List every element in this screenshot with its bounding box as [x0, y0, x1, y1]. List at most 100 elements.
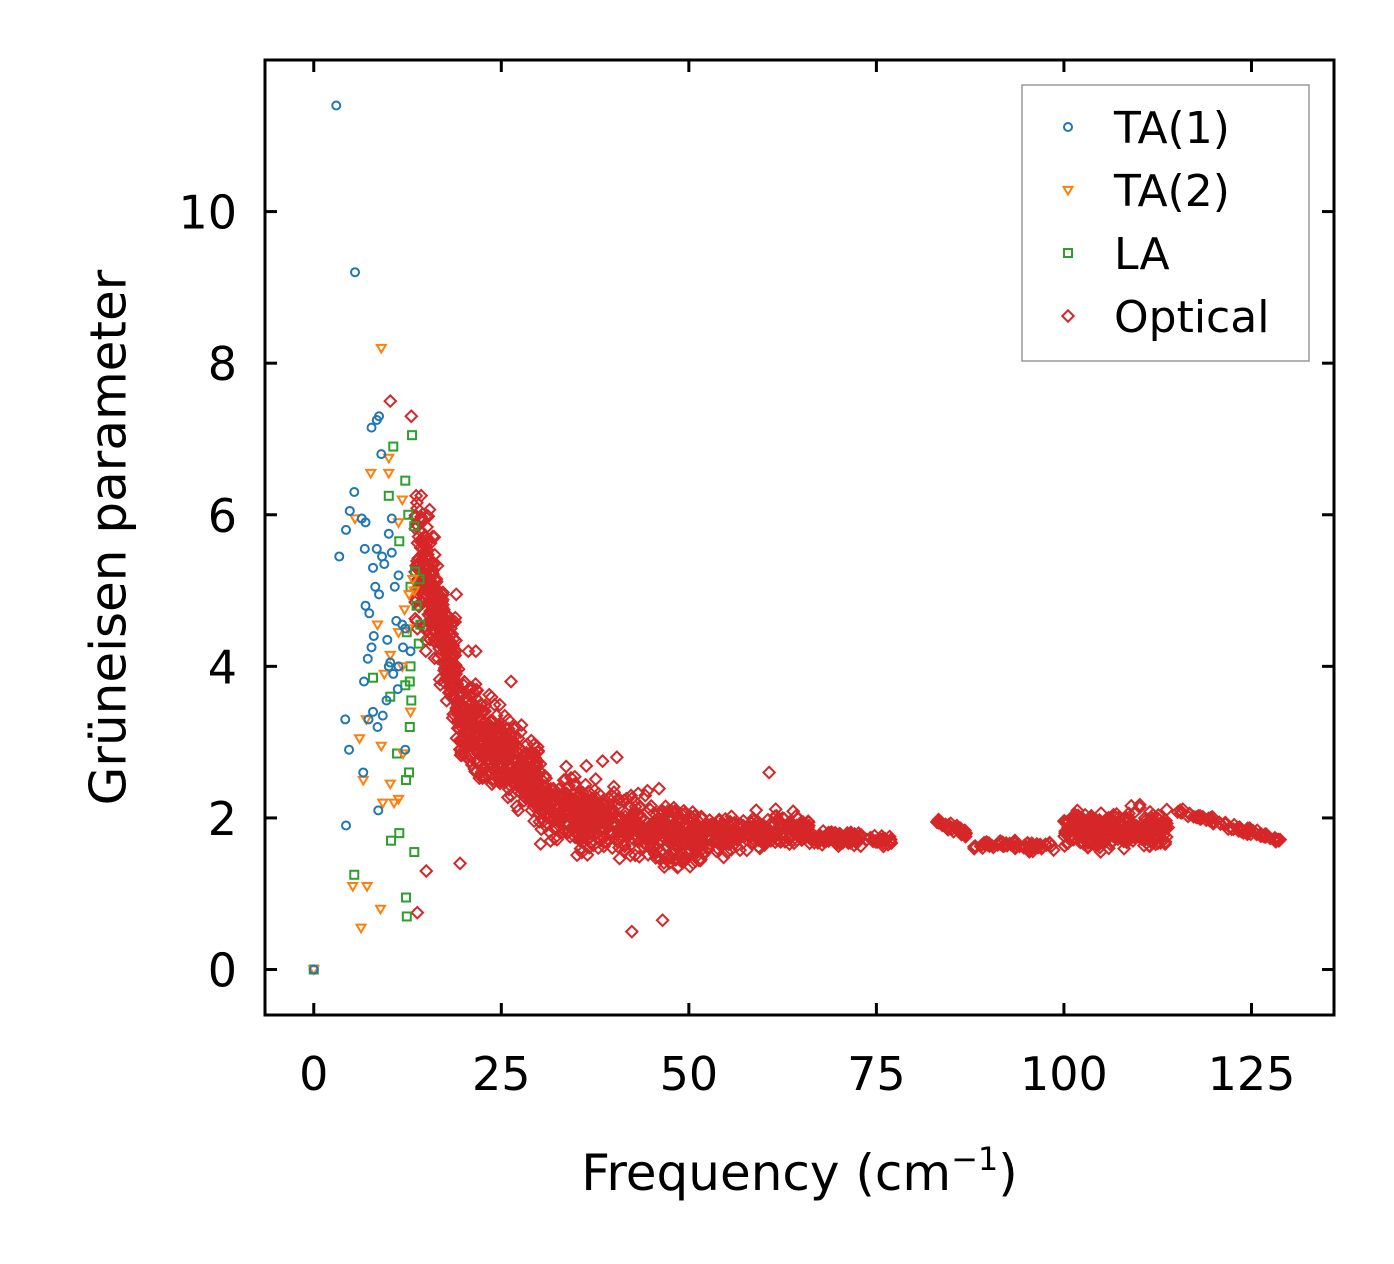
- data-point: [371, 543, 382, 554]
- optical-point: [1071, 815, 1087, 830]
- optical-point: [670, 835, 686, 850]
- optical-point: [581, 784, 596, 799]
- optical-point: [1263, 831, 1278, 846]
- optical-point: [651, 781, 667, 796]
- optical-point: [623, 799, 638, 814]
- optical-point: [1030, 840, 1046, 855]
- data-point: [402, 590, 416, 601]
- data-point: [405, 661, 416, 672]
- data-point: [400, 475, 411, 486]
- data-point: [366, 642, 377, 653]
- data-point: [393, 661, 404, 672]
- optical-point: [640, 783, 655, 798]
- optical-point: [875, 831, 890, 846]
- y-tick-label: 8: [208, 337, 237, 391]
- optical-point: [470, 683, 485, 698]
- legend-entry: LA: [1063, 229, 1170, 280]
- optical-point: [1195, 810, 1210, 825]
- optical-point: [675, 814, 690, 829]
- data-point: [354, 923, 368, 935]
- optical-point: [1103, 837, 1118, 852]
- data-point: [401, 911, 412, 922]
- optical-point: [533, 756, 548, 772]
- legend-entry: TA(2): [1061, 166, 1230, 217]
- data-point: [396, 495, 409, 507]
- optical-point: [500, 790, 516, 805]
- x-tick-label: 100: [1020, 1047, 1108, 1101]
- optical-point: [630, 807, 645, 823]
- optical-point: [664, 850, 679, 866]
- optical-point: [719, 845, 735, 860]
- optical-point: [715, 823, 731, 838]
- optical-point: [501, 712, 516, 727]
- optical-point: [509, 799, 524, 814]
- data-point: [340, 714, 351, 725]
- optical-point: [484, 755, 499, 770]
- data-point: [386, 547, 397, 558]
- data-point: [334, 551, 345, 562]
- data-point: [405, 646, 416, 657]
- optical-point: [655, 812, 670, 828]
- y-tick-label: 0: [208, 944, 237, 998]
- data-point: [376, 449, 387, 460]
- optical-point: [606, 785, 622, 800]
- optical-point: [1154, 815, 1169, 830]
- plot-frame: [263, 58, 1336, 1017]
- data-point: [360, 882, 374, 893]
- optical-point: [429, 583, 444, 598]
- x-tick-label: 0: [299, 1047, 328, 1101]
- data-point: [359, 543, 370, 554]
- optical-point: [408, 611, 423, 626]
- optical-point: [533, 836, 548, 852]
- data-point: [381, 695, 392, 706]
- optical-point: [576, 824, 591, 839]
- optical-point: [582, 840, 597, 855]
- data-point: [360, 600, 371, 611]
- optical-point: [555, 825, 571, 840]
- optical-point: [439, 670, 454, 686]
- data-point: [377, 710, 388, 721]
- optical-point: [1008, 839, 1023, 854]
- data-point: [762, 765, 777, 780]
- optical-point: [1193, 810, 1208, 826]
- optical-point: [633, 826, 648, 841]
- optical-point: [1042, 835, 1057, 850]
- optical-point: [444, 627, 460, 642]
- data-point: [376, 798, 390, 810]
- optical-point: [566, 777, 582, 792]
- data-point: [349, 487, 360, 498]
- legend-label: TA(1): [1113, 103, 1230, 154]
- optical-point: [482, 687, 497, 702]
- optical-point: [409, 488, 424, 503]
- optical-point: [1127, 818, 1142, 834]
- data-point: [383, 490, 394, 501]
- data-point: [624, 924, 639, 939]
- optical-point: [1144, 810, 1159, 825]
- optical-point: [1213, 816, 1228, 832]
- optical-point: [627, 794, 642, 809]
- optical-point: [436, 635, 451, 651]
- data-point: [368, 562, 379, 573]
- data-point: [394, 828, 405, 839]
- data-point: [392, 628, 405, 639]
- optical-point: [475, 757, 490, 772]
- optical-point: [644, 798, 659, 814]
- optical-point: [503, 788, 519, 803]
- optical-point: [478, 698, 493, 713]
- x-tick-label: 75: [847, 1047, 906, 1101]
- optical-point: [506, 777, 521, 792]
- optical-point: [520, 751, 536, 766]
- optical-point: [459, 735, 475, 750]
- data-point: [400, 744, 411, 755]
- data-point: [382, 634, 393, 645]
- optical-point: [567, 769, 582, 784]
- optical-point: [426, 556, 442, 572]
- optical-point: [671, 825, 686, 840]
- optical-point: [409, 501, 425, 516]
- optical-point: [632, 807, 647, 822]
- y-tick-label: 10: [178, 186, 237, 240]
- data-point: [378, 669, 391, 681]
- data-point: [363, 714, 374, 725]
- data-point: [419, 863, 434, 879]
